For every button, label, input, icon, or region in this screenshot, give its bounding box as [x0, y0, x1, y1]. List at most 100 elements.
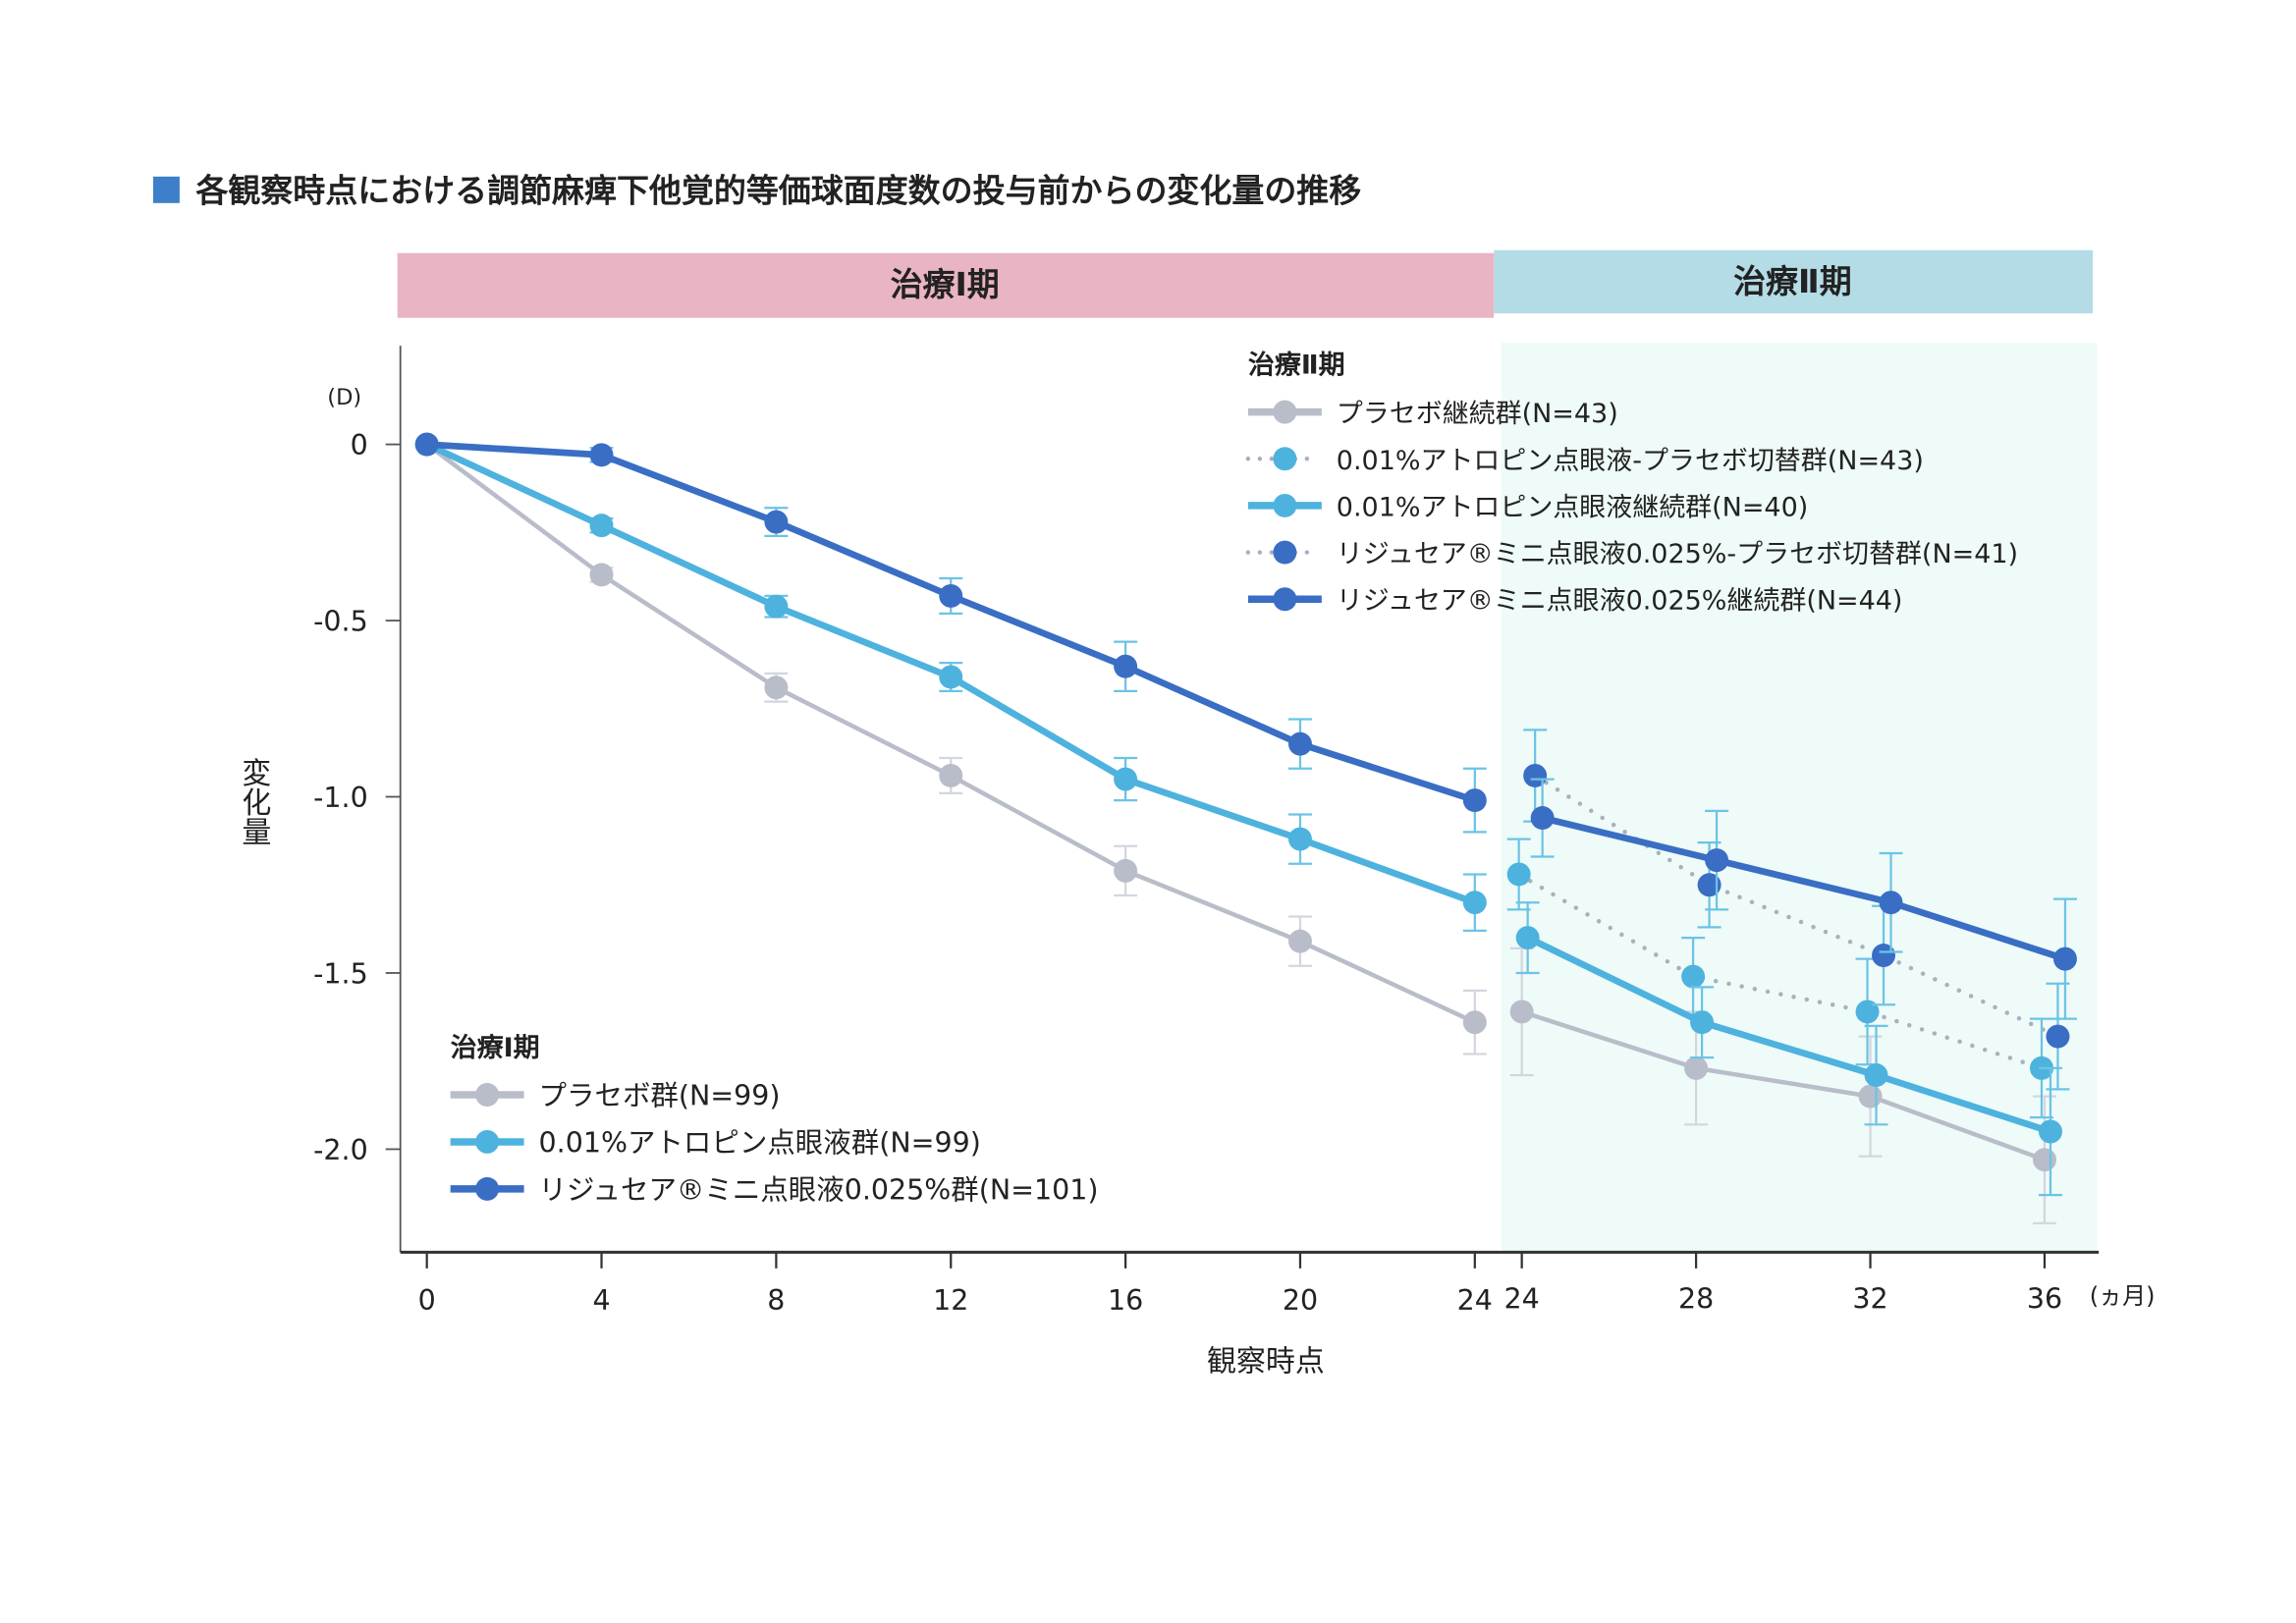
data-point — [1864, 1063, 1888, 1088]
x-tick-label: 24 — [1504, 1282, 1540, 1315]
x-tick-label: 28 — [1678, 1282, 1714, 1315]
legend-label: リジュセア®ミニ点眼液0.025%継続群(N=44) — [1337, 586, 1903, 617]
series-line — [425, 442, 1476, 1025]
phase1-label: 治療Ⅰ期 — [891, 265, 1000, 303]
legend-item: プラセボ継続群(N=43) — [1247, 399, 1618, 429]
data-point — [1287, 731, 1312, 756]
legend-phase1: 治療Ⅰ期 プラセボ群(N=99) 0.01%アトロピン点眼液群(N=99) リジュセ… — [451, 1033, 1099, 1206]
phase2-background — [1501, 343, 2098, 1251]
data-point — [1114, 767, 1138, 791]
data-point — [1705, 848, 1729, 873]
legend-phase2-title: 治療Ⅱ期 — [1248, 351, 1345, 381]
data-point — [589, 514, 614, 538]
phase2-series-2 — [1515, 901, 2062, 1197]
y-tick-label: -1.0 — [313, 782, 368, 814]
data-point — [589, 443, 614, 467]
legend-item: リジュセア®ミニ点眼液0.025%-プラセボ切替群(N=41) — [1245, 539, 2018, 569]
series-line — [1520, 1009, 2046, 1163]
data-point — [1872, 944, 1896, 968]
phase1-band — [397, 252, 1495, 318]
data-point — [1681, 964, 1706, 989]
legend-label: 0.01%アトロピン点眼液継続群(N=40) — [1337, 492, 1808, 522]
data-point — [939, 583, 963, 608]
y-tick-label: -2.0 — [313, 1134, 368, 1166]
data-point — [2046, 1024, 2070, 1049]
data-point — [1462, 788, 1487, 813]
phase2-series-4 — [1530, 778, 2077, 1020]
data-point — [1690, 1010, 1715, 1035]
legend-item: 0.01%アトロピン点眼液継続群(N=40) — [1247, 492, 1808, 522]
x-tick-label: 8 — [767, 1284, 785, 1317]
data-point — [2032, 1148, 2056, 1172]
series-line — [1541, 814, 2066, 962]
data-point — [1506, 862, 1531, 887]
data-point — [1462, 891, 1487, 915]
legend-phase1-title: 治療Ⅰ期 — [451, 1033, 540, 1063]
x-tick-label: 24 — [1457, 1284, 1493, 1317]
data-point — [589, 563, 614, 587]
legend-label: リジュセア®ミニ点眼液0.025%-プラセボ切替群(N=41) — [1337, 539, 2018, 569]
data-point — [1879, 891, 1903, 915]
data-point — [2052, 947, 2077, 971]
x-tick-label: 4 — [592, 1284, 610, 1317]
x-axis-label: 観察時点 — [1207, 1345, 1325, 1380]
legend-swatch-marker — [1273, 540, 1297, 565]
phase1-series-2 — [414, 432, 1487, 834]
data-point — [764, 676, 789, 700]
legend-item: リジュセア®ミニ点眼液0.025%継続群(N=44) — [1247, 586, 1903, 617]
series-line — [1526, 935, 2052, 1135]
data-point — [1697, 873, 1722, 897]
y-axis-label: 変化量 — [236, 758, 270, 846]
legend-swatch-marker — [1273, 447, 1297, 471]
phase1-series-1 — [414, 432, 1487, 933]
phase1-series-0 — [414, 432, 1487, 1055]
legend-item: 0.01%アトロピン点眼液-プラセボ切替群(N=43) — [1245, 446, 1924, 476]
legend-swatch-marker — [1273, 493, 1297, 517]
legend-label: プラセボ継続群(N=43) — [1337, 399, 1618, 429]
legend-item: プラセボ群(N=99) — [450, 1079, 781, 1111]
y-tick-label: -0.5 — [313, 606, 368, 638]
data-point — [1287, 827, 1312, 851]
data-point — [1515, 926, 1540, 950]
data-point — [1114, 858, 1138, 883]
legend-swatch-marker — [1273, 400, 1297, 424]
y-tick-label: 0 — [351, 429, 368, 461]
legend-label: 0.01%アトロピン点眼液群(N=99) — [539, 1126, 981, 1159]
x-tick-label: 20 — [1283, 1284, 1318, 1317]
x-unit: (ヵ月) — [2090, 1282, 2156, 1310]
data-point — [1523, 763, 1548, 787]
data-point — [1114, 654, 1138, 678]
x-tick-label: 16 — [1108, 1284, 1143, 1317]
data-point — [1684, 1055, 1709, 1080]
data-point — [1530, 806, 1555, 831]
data-point — [1287, 929, 1312, 953]
x-tick-label: 32 — [1852, 1282, 1887, 1315]
data-point — [1462, 1010, 1487, 1035]
phase2-label: 治療Ⅱ期 — [1733, 262, 1852, 300]
chart-title: 各観察時点における調節麻痺下他覚的等価球面度数の投与前からの変化量の推移 — [194, 171, 1361, 209]
legend-swatch-marker — [1273, 587, 1297, 612]
x-tick-label: 0 — [418, 1284, 436, 1317]
data-point — [764, 594, 789, 619]
data-point — [939, 665, 963, 689]
y-unit: (D) — [327, 385, 361, 410]
series-line — [1532, 773, 2060, 1039]
data-point — [1509, 1000, 1534, 1024]
title-marker — [152, 176, 180, 203]
x-tick-label: 36 — [2027, 1282, 2062, 1315]
data-point — [1855, 1000, 1880, 1024]
legend-item: リジュセア®ミニ点眼液0.025%群(N=101) — [450, 1173, 1098, 1206]
data-point — [939, 763, 963, 787]
legend-swatch-marker — [475, 1082, 500, 1107]
legend-label: プラセボ群(N=99) — [539, 1079, 781, 1111]
legend-phase2: 治療Ⅱ期 プラセボ継続群(N=43) 0.01%アトロピン点眼液-プラセボ切替群(… — [1245, 351, 2018, 617]
data-point — [1858, 1084, 1883, 1109]
data-point — [764, 510, 789, 534]
phase2-band — [1494, 249, 2094, 314]
x-tick-label: 12 — [933, 1284, 968, 1317]
series-line — [1516, 872, 2045, 1071]
phase2-series-3 — [1523, 729, 2070, 1091]
legend-label: 0.01%アトロピン点眼液-プラセボ切替群(N=43) — [1337, 446, 1924, 476]
data-point — [2038, 1119, 2062, 1144]
